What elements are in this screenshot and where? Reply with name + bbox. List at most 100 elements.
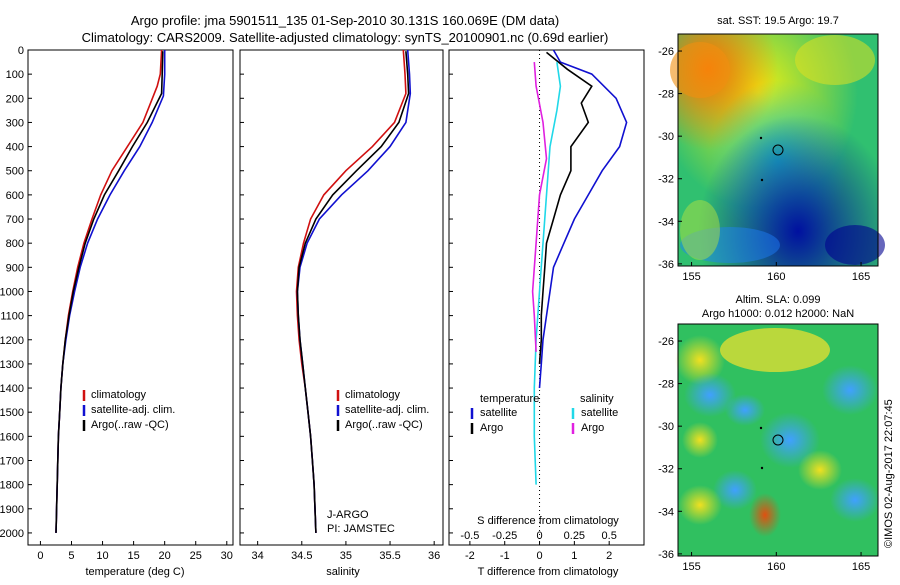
legend-salinity-1: satellite-adj. clim. [345,404,429,416]
legend-temperature-1: satellite-adj. clim. [91,404,175,416]
sst-map: sat. SST: 19.5 Argo: 19.7 155 160 165 -26 -2… [658,15,885,283]
sla-map-lat-tick-label: -34 [658,506,674,518]
depth-tick-label: 1400 [0,383,24,395]
sla-map-lon-tick-label: 160 [767,561,785,573]
depth-tick-label: 1000 [0,286,24,298]
difference-x-tick-label: -2 [465,550,475,562]
salinity-x-tick-label: 35 [340,550,352,562]
difference-series-temperature-satellite [538,49,628,389]
s-difference-tick-label: 0.25 [564,530,585,542]
depth-tick-label: 400 [6,142,24,154]
legend-group-item-1-1: Argo [581,422,604,434]
sst-map-lon-tick-label: 165 [852,271,870,283]
temperature-profile-panel: 0100200300400500600700800900100011001200… [0,45,234,562]
float-pi-label: PI: JAMSTEC [327,523,395,535]
difference-x-tick-label: 1 [571,550,577,562]
legend-group-item-1-0: satellite [581,407,618,419]
sla-map-lat-tick-label: -28 [658,379,674,391]
salinity-profile-panel: 34 34.5 35 35.5 36 climatology satellite-adj. … [239,49,444,562]
sla-map-title-1: Altim. SLA: 0.099 [736,294,821,306]
depth-tick-label: 300 [6,117,24,129]
salinity-plot-frame [239,49,444,546]
difference-x-tick-label: -1 [500,550,510,562]
salinity-series-satellite-adj-clim- [296,49,412,533]
argo-position-marker-sst [772,144,784,156]
sst-map-lat-tick-label: -30 [658,131,674,143]
depth-tick-label: 1800 [0,480,24,492]
legend-group-title-0: temperature [480,393,539,405]
temperature-x-tick-label: 10 [96,550,108,562]
sst-map-lat-tick-label: -32 [658,174,674,186]
sst-map-title: sat. SST: 19.5 Argo: 19.7 [717,15,839,27]
salinity-axis-label: salinity [326,566,360,578]
difference-profile-panel: -2 -1 0 1 2 -0.5 -0.25 0 0.25 0.5 temperature satel… [448,49,645,562]
legend-temperature-2: Argo(..raw -QC) [91,419,169,431]
legend-salinity-2: Argo(..raw -QC) [345,419,423,431]
depth-tick-label: 100 [6,69,24,81]
sla-map-title-2: Argo h1000: 0.012 h2000: NaN [702,308,854,320]
difference-series-salinity-argo [531,62,548,352]
legend-salinity-0: climatology [345,389,401,401]
depth-tick-label: 1900 [0,504,24,516]
depth-tick-label: 1600 [0,431,24,443]
depth-tick-label: 2000 [0,528,24,540]
depth-tick-label: 1300 [0,359,24,371]
float-program-label: J-ARGO [327,509,369,521]
s-difference-tick-label: -0.25 [492,530,517,542]
depth-tick-label: 1100 [0,311,24,323]
difference-x-tick-label: 0 [536,550,542,562]
salinity-x-tick-label: 34.5 [291,550,312,562]
temperature-x-tick-label: 20 [159,550,171,562]
depth-tick-label: 1500 [0,407,24,419]
depth-tick-label: 700 [6,214,24,226]
temperature-x-tick-label: 0 [37,550,43,562]
copyright-stamp: ©IMOS 02-Aug-2017 22:07:45 [883,399,895,548]
salinity-series-argo-raw-qc- [296,51,410,533]
depth-tick-label: 800 [6,238,24,250]
sst-map-lat-tick-label: -36 [658,259,674,271]
salinity-x-tick-label: 34 [252,550,264,562]
difference-plot-frame [448,49,645,546]
temperature-axis-label: temperature (deg C) [85,566,184,578]
s-difference-tick-label: 0.5 [602,530,617,542]
sla-map-lat-tick-label: -30 [658,421,674,433]
header-line-1: Argo profile: jma 5901511_135 01-Sep-201… [131,13,559,28]
sla-map: Altim. SLA: 0.099 Argo h1000: 0.012 h200… [658,294,880,573]
temperature-series-argo-raw-qc- [55,51,164,533]
temperature-x-tick-label: 15 [127,550,139,562]
sst-map-lat-tick-label: -34 [658,216,674,228]
sla-map-lon-tick-label: 155 [682,561,700,573]
sst-map-lat-tick-label: -28 [658,89,674,101]
temperature-x-tick-label: 5 [68,550,74,562]
depth-tick-label: 200 [6,93,24,105]
sst-map-lon-tick-label: 155 [682,271,700,283]
s-difference-tick-label: 0 [536,530,542,542]
legend-group-item-0-0: satellite [480,407,517,419]
depth-tick-label: 600 [6,190,24,202]
temperature-series-climatology [55,49,163,533]
depth-tick-label: 1700 [0,455,24,467]
legend-group-title-1: salinity [580,393,614,405]
depth-tick-label: 900 [6,262,24,274]
legend-temperature-0: climatology [91,389,147,401]
difference-x-tick-label: 2 [606,550,612,562]
header-line-2: Climatology: CARS2009. Satellite-adjuste… [82,30,609,45]
difference-series-salinity-satellite [533,61,562,485]
temperature-x-tick-label: 25 [190,550,202,562]
sla-map-lat-tick-label: -36 [658,549,674,561]
salinity-x-tick-label: 36 [428,550,440,562]
sst-map-lat-tick-label: -26 [658,46,674,58]
s-difference-axis-label: S difference from climatology [477,515,619,527]
difference-series-temperature-argo [538,51,593,364]
salinity-x-tick-label: 35.5 [379,550,400,562]
t-difference-axis-label: T difference from climatology [478,566,619,578]
depth-tick-label: 1200 [0,335,24,347]
sla-map-lon-tick-label: 165 [852,561,870,573]
depth-tick-label: 0 [18,45,24,57]
s-difference-tick-label: -0.5 [460,530,479,542]
sst-map-lon-tick-label: 160 [767,271,785,283]
temperature-x-tick-label: 30 [221,550,233,562]
sla-map-lat-tick-label: -26 [658,336,674,348]
depth-tick-label: 500 [6,166,24,178]
